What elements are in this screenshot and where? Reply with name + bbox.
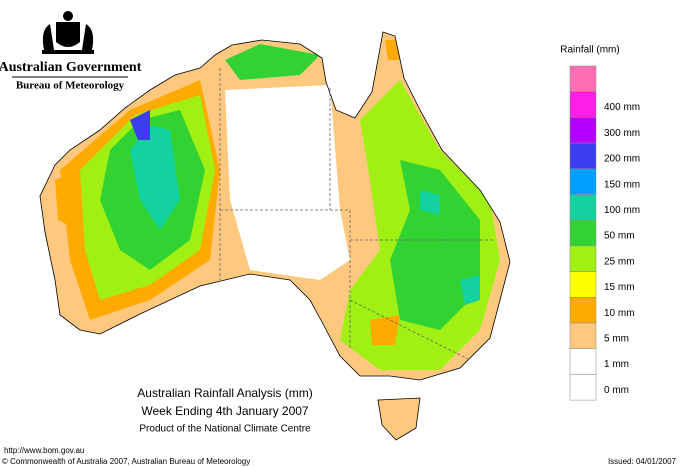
legend-swatch (569, 194, 597, 221)
agency: Bureau of Meteorology (16, 80, 125, 92)
legend: 400 mm 300 mm 200 mm 150 mm 100 mm 50 mm 25 mm… (569, 65, 640, 401)
legend-swatch (569, 65, 597, 92)
legend-label: 200 mm (604, 154, 640, 165)
legend-swatch (569, 245, 597, 272)
legend-swatch (569, 374, 597, 401)
legend-swatch (569, 117, 597, 144)
map-title: Australian Rainfall Analysis (mm) (137, 386, 312, 400)
legend-label: 150 mm (604, 179, 640, 190)
legend-label: 50 mm (604, 231, 635, 242)
legend-label: 10 mm (604, 308, 635, 319)
legend-label: 400 mm (604, 102, 640, 113)
legend-swatch (569, 297, 597, 324)
coastline (39, 31, 511, 441)
legend-title: Rainfall (mm) (560, 45, 619, 56)
government: Australian Government (0, 60, 142, 75)
copyright: © Commonwealth of Australia 2007, Austra… (2, 457, 250, 466)
legend-label: 5 mm (604, 333, 629, 344)
legend-label: 15 mm (604, 282, 635, 293)
map-subtitle: Week Ending 4th January 2007 (141, 404, 309, 418)
legend-label: 100 mm (604, 205, 640, 216)
legend-label: 0 mm (604, 385, 629, 396)
issued: Issued: 04/01/2007 (608, 457, 677, 466)
state-borders (219, 68, 495, 361)
map-credit: Product of the National Climate Centre (139, 424, 311, 435)
legend-swatch (569, 219, 597, 247)
legend-swatch (569, 168, 597, 195)
legend-label: 25 mm (604, 256, 635, 267)
legend-label: 300 mm (604, 128, 640, 139)
url: http://www.bom.gov.au (4, 446, 84, 455)
legend-swatch (569, 348, 597, 375)
legend-swatch (569, 142, 597, 170)
legend-swatch (569, 271, 597, 298)
coat-of-arms (42, 11, 94, 54)
legend-label: 1 mm (604, 359, 629, 370)
legend-swatch (569, 91, 597, 118)
legend-swatch (569, 322, 597, 349)
